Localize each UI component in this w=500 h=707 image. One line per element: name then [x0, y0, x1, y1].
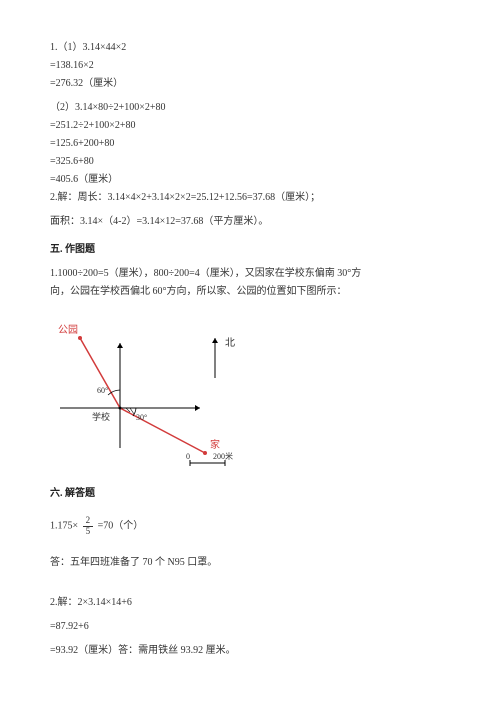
calc-line: =276.32（厘米）: [50, 76, 450, 92]
question-5-1: 向，公园在学校西偏北 60°方向，所以家、公园的位置如下图所示：: [50, 284, 450, 300]
q6-1-post: =70（个）: [98, 521, 144, 532]
arrow-up-icon: [117, 343, 123, 348]
label-scale200: 200米: [213, 451, 233, 461]
calc-line: =125.6+200+80: [50, 136, 450, 152]
label-scale0: 0: [186, 452, 190, 461]
calc-line: =325.6+80: [50, 154, 450, 170]
line-park: [80, 338, 120, 408]
section-title-5: 五. 作图题: [50, 242, 450, 258]
calc-line: =405.6（厘米）: [50, 172, 450, 188]
label-60: 60°: [97, 386, 108, 395]
calc-line: 2.解：周长：3.14×4×2+3.14×2×2=25.12+12.56=37.…: [50, 190, 450, 206]
diagram-svg: 北 公园 家 60° 30° 学校 0 200米: [50, 308, 270, 468]
label-30: 30°: [136, 413, 147, 422]
calc-line: 面积：3.14×（4-2）=3.14×12=37.68（平方厘米）。: [50, 214, 450, 230]
section-title-6: 六. 解答题: [50, 486, 450, 502]
line-home: [120, 408, 205, 453]
point-school: [119, 407, 122, 410]
arrow-up-icon: [212, 338, 218, 343]
calc-line: =251.2÷2+100×2+80: [50, 118, 450, 134]
label-north: 北: [225, 337, 235, 349]
diagram: 北 公园 家 60° 30° 学校 0 200米: [50, 308, 450, 474]
fraction: 2 5: [83, 516, 94, 537]
label-school: 学校: [92, 411, 110, 422]
calc-line: =138.16×2: [50, 58, 450, 74]
calc-line: （2）3.14×80÷2+100×2+80: [50, 100, 450, 116]
q6-1-pre: 1.175×: [50, 521, 78, 532]
question-5-1: 1.1000÷200=5（厘米），800÷200=4（厘米），又因家在学校东偏南…: [50, 266, 450, 282]
calc-line: =87.92+6: [50, 619, 450, 635]
question-6-1: 1.175× 2 5 =70（个）: [50, 516, 450, 537]
answer-6-1: 答：五年四班准备了 70 个 N95 口罩。: [50, 555, 450, 571]
arrow-right-icon: [195, 405, 200, 411]
page: 1.（1）3.14×44×2 =138.16×2 =276.32（厘米） （2）…: [0, 0, 500, 707]
calc-line: 2.解：2×3.14×14+6: [50, 595, 450, 611]
label-home: 家: [210, 438, 220, 451]
fraction-den: 5: [83, 527, 94, 537]
calc-line: =93.92（厘米）答：需用铁丝 93.92 厘米。: [50, 643, 450, 659]
label-park: 公园: [58, 324, 78, 336]
point-home: [203, 451, 207, 455]
calc-line: 1.（1）3.14×44×2: [50, 40, 450, 56]
point-park: [78, 336, 82, 340]
